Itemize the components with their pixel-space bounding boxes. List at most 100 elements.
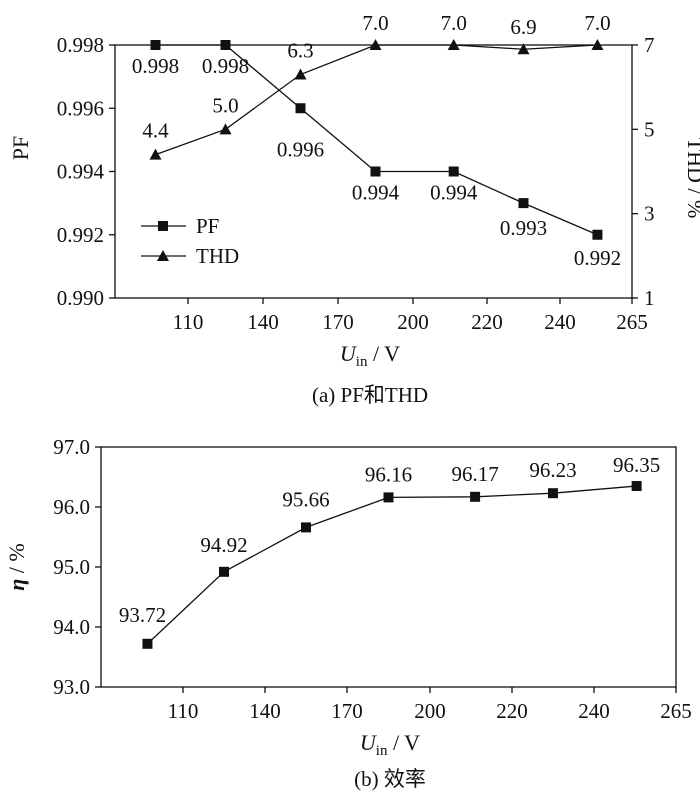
x-tick-label: 240 xyxy=(578,699,610,723)
x-tick-label: 110 xyxy=(173,310,204,334)
chart-pf-thd: 110 140 170 200 220 240 265 0.9900.9920.9940.9… xyxy=(8,11,700,407)
x-axis-label-main-b: U xyxy=(360,730,378,755)
series-line-efficiency xyxy=(147,485,637,645)
x-axis-label-b: Uin / V xyxy=(360,730,420,759)
pf-data-label: 0.993 xyxy=(500,216,547,240)
y-tick-label: 96.0 xyxy=(53,495,90,519)
thd-data-label: 5.0 xyxy=(212,93,238,117)
y-tick-label: 97.0 xyxy=(53,435,90,459)
chart-caption-b: (b) 效率 xyxy=(354,767,426,791)
pf-point xyxy=(448,166,459,177)
thd-point xyxy=(447,39,460,50)
y-tick-label-left: 0.994 xyxy=(57,160,105,184)
y-axis-label-left-a: PF xyxy=(8,136,33,160)
x-tick-label: 265 xyxy=(660,699,692,723)
x-tick-label: 140 xyxy=(247,310,279,334)
x-tick-label: 110 xyxy=(168,699,199,723)
pf-data-label: 0.994 xyxy=(430,181,478,205)
y-tick-label-left: 0.998 xyxy=(57,33,104,57)
efficiency-point xyxy=(470,491,481,502)
legend-marker-thd xyxy=(157,250,169,261)
thd-point xyxy=(219,123,232,135)
efficiency-point xyxy=(219,566,229,577)
pf-point xyxy=(370,166,381,177)
x-axis-label-a: Uin / V xyxy=(340,341,400,370)
thd-data-label: 6.9 xyxy=(510,15,536,39)
thd-point xyxy=(517,43,530,55)
efficiency-point xyxy=(631,481,642,491)
pf-point xyxy=(150,40,161,50)
y-tick-label-right: 5 xyxy=(644,117,655,141)
thd-point xyxy=(149,148,162,160)
legend-a: PF THD xyxy=(141,214,239,268)
x-ticks-a: 110 140 170 200 220 240 265 xyxy=(173,298,648,334)
efficiency-point xyxy=(548,488,558,499)
x-tick-label: 220 xyxy=(496,699,528,723)
x-tick-label: 140 xyxy=(249,699,281,723)
legend-label-pf: PF xyxy=(196,214,219,238)
series-b: 93.72 94.92 95.66 96.16 96.17 96.23 96.35 xyxy=(119,453,660,649)
efficiency-point xyxy=(383,492,394,503)
y-tick-label: 93.0 xyxy=(53,675,90,699)
pf-point xyxy=(220,40,231,50)
y-axis-label-unit-b: / % xyxy=(4,543,29,578)
thd-data-label: 4.4 xyxy=(142,119,169,143)
y-tick-label-left: 0.990 xyxy=(57,286,104,310)
y-tick-label: 95.0 xyxy=(53,555,90,579)
x-axis-label-unit-a: / V xyxy=(367,341,400,366)
x-tick-label: 200 xyxy=(397,310,429,334)
thd-data-label: 7.0 xyxy=(362,11,388,35)
thd-data-label: 7.0 xyxy=(584,11,610,35)
legend-label-thd: THD xyxy=(196,244,239,268)
x-axis-label-sub-b: in xyxy=(376,743,388,759)
efficiency-data-label: 96.23 xyxy=(529,458,576,482)
x-axis-label-unit-b: / V xyxy=(387,730,420,755)
y-axis-label-right-a: THD / % xyxy=(683,138,700,219)
efficiency-data-label: 96.16 xyxy=(365,462,412,486)
y-tick-label-left: 0.992 xyxy=(57,223,104,247)
efficiency-data-label: 96.17 xyxy=(451,462,498,486)
efficiency-data-label: 94.92 xyxy=(200,533,247,557)
y-ticks-right-a: 1 3 5 7 xyxy=(632,33,655,310)
series-a: 0.998 0.998 0.996 0.994 0.994 0.993 0.992 4.4 5.… xyxy=(132,11,621,270)
pf-data-label: 0.994 xyxy=(352,181,400,205)
x-tick-label: 220 xyxy=(471,310,503,334)
efficiency-data-label: 96.35 xyxy=(613,453,660,477)
efficiency-point xyxy=(142,638,153,649)
x-tick-label: 170 xyxy=(331,699,363,723)
y-tick-label-right: 3 xyxy=(644,202,655,226)
x-tick-label: 200 xyxy=(414,699,446,723)
efficiency-point xyxy=(301,522,311,533)
pf-point xyxy=(592,229,603,240)
thd-point xyxy=(369,39,382,50)
pf-data-label: 0.998 xyxy=(202,54,249,78)
y-tick-label: 94.0 xyxy=(53,615,90,639)
x-ticks-b: 110 140 170 200 220 240 265 xyxy=(168,687,692,723)
pf-data-label: 0.998 xyxy=(132,54,179,78)
pf-point xyxy=(518,198,529,209)
y-tick-label-right: 7 xyxy=(644,33,655,57)
y-axis-label-b: η / % xyxy=(4,543,29,591)
thd-point xyxy=(591,39,604,50)
pf-data-label: 0.996 xyxy=(277,137,324,161)
efficiency-data-label: 93.72 xyxy=(119,603,166,627)
y-axis-label-main-b: η xyxy=(4,579,29,591)
efficiency-data-label: 95.66 xyxy=(282,487,329,511)
x-axis-label-sub-a: in xyxy=(356,354,368,370)
pf-data-label: 0.992 xyxy=(574,246,621,270)
x-tick-label: 265 xyxy=(616,310,648,334)
chart-caption-a: (a) PF和THD xyxy=(312,383,428,407)
x-axis-label-main-a: U xyxy=(340,341,358,366)
thd-data-label: 7.0 xyxy=(441,11,467,35)
y-ticks-left-a: 0.990 0.992 0.994 0.996 0.998 xyxy=(57,33,115,310)
x-tick-label: 170 xyxy=(322,310,354,334)
thd-data-label: 6.3 xyxy=(287,39,313,63)
y-tick-label-right: 1 xyxy=(644,286,655,310)
y-ticks-b: 93.0 94.0 95.0 96.0 97.0 xyxy=(53,435,101,699)
chart-efficiency: 110 140 170 200 220 240 265 93.0 94.0 95.0 96.0 97… xyxy=(4,435,692,791)
thd-point xyxy=(294,68,307,80)
x-tick-label: 240 xyxy=(544,310,576,334)
y-tick-label-left: 0.996 xyxy=(57,96,104,120)
pf-point xyxy=(295,103,306,114)
